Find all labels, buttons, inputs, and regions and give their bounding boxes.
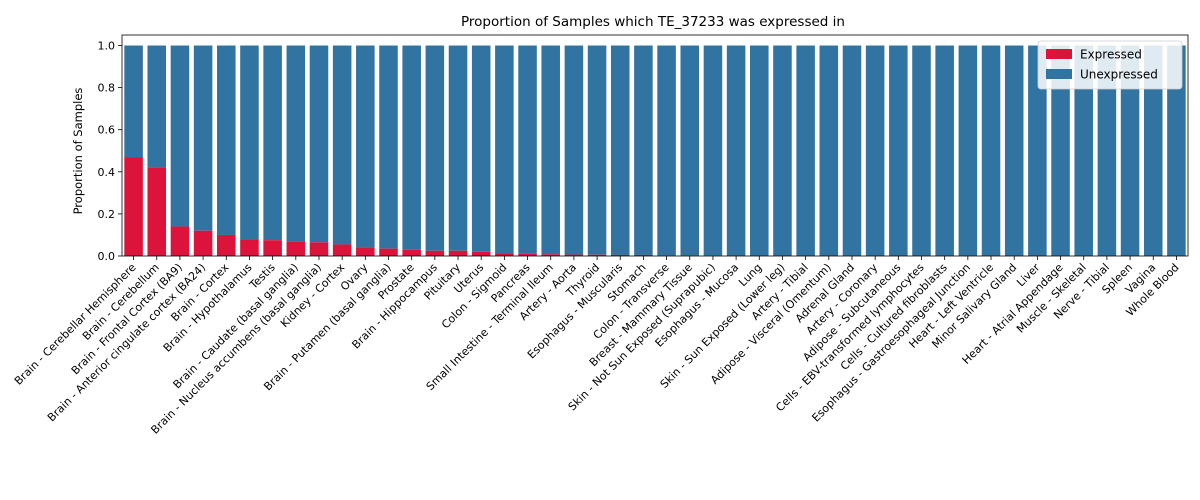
bar-unexpressed [750, 45, 769, 257]
bar-expressed [541, 254, 560, 256]
y-tick-label: 0.4 [98, 166, 116, 179]
y-tick-label: 1.0 [98, 40, 116, 53]
bar-unexpressed [379, 45, 398, 249]
axes-group [121, 34, 1189, 257]
bar-unexpressed [680, 45, 700, 256]
bar-expressed [332, 244, 352, 256]
y-axis-label: Proportion of Samples [71, 88, 85, 215]
bar-unexpressed [495, 45, 514, 254]
bar-unexpressed [1051, 45, 1070, 257]
bar-unexpressed [471, 45, 491, 252]
bar-expressed [425, 250, 445, 256]
bar-unexpressed [1004, 45, 1024, 257]
bar-unexpressed [356, 45, 375, 248]
bar-unexpressed [332, 45, 352, 245]
bar-unexpressed [518, 45, 537, 254]
bar-expressed [448, 250, 468, 256]
bar-unexpressed [240, 45, 259, 240]
bar-expressed [217, 234, 236, 256]
bar-unexpressed [1097, 45, 1117, 257]
y-tick-label: 0.6 [98, 124, 116, 137]
bar-expressed [471, 251, 491, 256]
bar-expressed [634, 254, 653, 256]
bar-expressed [147, 167, 167, 256]
bar-expressed [495, 253, 514, 256]
y-tick-label: 0.2 [98, 208, 116, 221]
bar-unexpressed [726, 45, 746, 257]
bar-unexpressed [773, 45, 792, 257]
bar-expressed [356, 247, 375, 256]
bar-unexpressed [610, 45, 630, 255]
bar-unexpressed [1028, 45, 1047, 257]
bar-unexpressed [170, 45, 190, 227]
bar-unexpressed [564, 45, 584, 255]
bar-unexpressed [981, 45, 1001, 257]
bar-unexpressed [193, 45, 213, 231]
bar-unexpressed [958, 45, 978, 257]
bar-unexpressed [1167, 45, 1186, 257]
bar-expressed [402, 249, 421, 256]
bar-expressed [657, 255, 676, 256]
bar-unexpressed [402, 45, 421, 250]
bar-unexpressed [286, 45, 306, 242]
bar-unexpressed [912, 45, 931, 257]
bar-expressed [587, 254, 607, 256]
bar-unexpressed [587, 45, 607, 255]
bar-unexpressed [865, 45, 885, 257]
bar-unexpressed [448, 45, 468, 251]
bar-expressed [610, 254, 630, 256]
bar-unexpressed [889, 45, 908, 257]
chart-title: Proportion of Samples which TE_37233 was… [461, 14, 845, 30]
bar-expressed [263, 240, 282, 256]
bar-unexpressed [309, 45, 329, 243]
bar-expressed [240, 239, 259, 256]
bar-expressed [379, 248, 398, 256]
bar-expressed [170, 226, 190, 256]
y-tick-label: 0.0 [98, 250, 116, 263]
bar-expressed [518, 253, 537, 256]
bar-unexpressed [147, 45, 167, 168]
bar-unexpressed [1143, 45, 1163, 257]
y-ticks-group: 0.0 0.2 0.4 0.6 0.8 1.0 [98, 40, 122, 263]
bar-expressed [124, 157, 143, 256]
legend-swatch [1046, 69, 1072, 79]
bar-expressed [309, 242, 329, 256]
bars-group [124, 45, 1186, 257]
bar-unexpressed [263, 45, 282, 241]
bar-unexpressed [1074, 45, 1093, 257]
bar-unexpressed [425, 45, 445, 251]
legend: Expressed Unexpressed [1037, 40, 1183, 90]
legend-swatch [1046, 49, 1072, 59]
bar-unexpressed [657, 45, 676, 256]
bar-expressed [680, 255, 700, 256]
bar-expressed [286, 241, 306, 256]
bar-unexpressed [842, 45, 862, 257]
bar-unexpressed [703, 45, 723, 256]
bar-unexpressed [819, 45, 839, 257]
plot-frame [121, 34, 1189, 257]
bar-unexpressed [217, 45, 236, 235]
legend-label: Unexpressed [1080, 68, 1158, 82]
bar-unexpressed [935, 45, 954, 257]
bar-unexpressed [1120, 45, 1140, 257]
bar-unexpressed [634, 45, 653, 255]
bar-unexpressed [541, 45, 560, 255]
bar-unexpressed [124, 45, 143, 158]
y-tick-label: 0.8 [98, 82, 116, 95]
bar-unexpressed [796, 45, 815, 257]
bar-expressed [564, 254, 584, 256]
legend-label: Expressed [1080, 48, 1142, 62]
legend-box [1037, 40, 1183, 90]
bar-expressed [193, 230, 213, 256]
